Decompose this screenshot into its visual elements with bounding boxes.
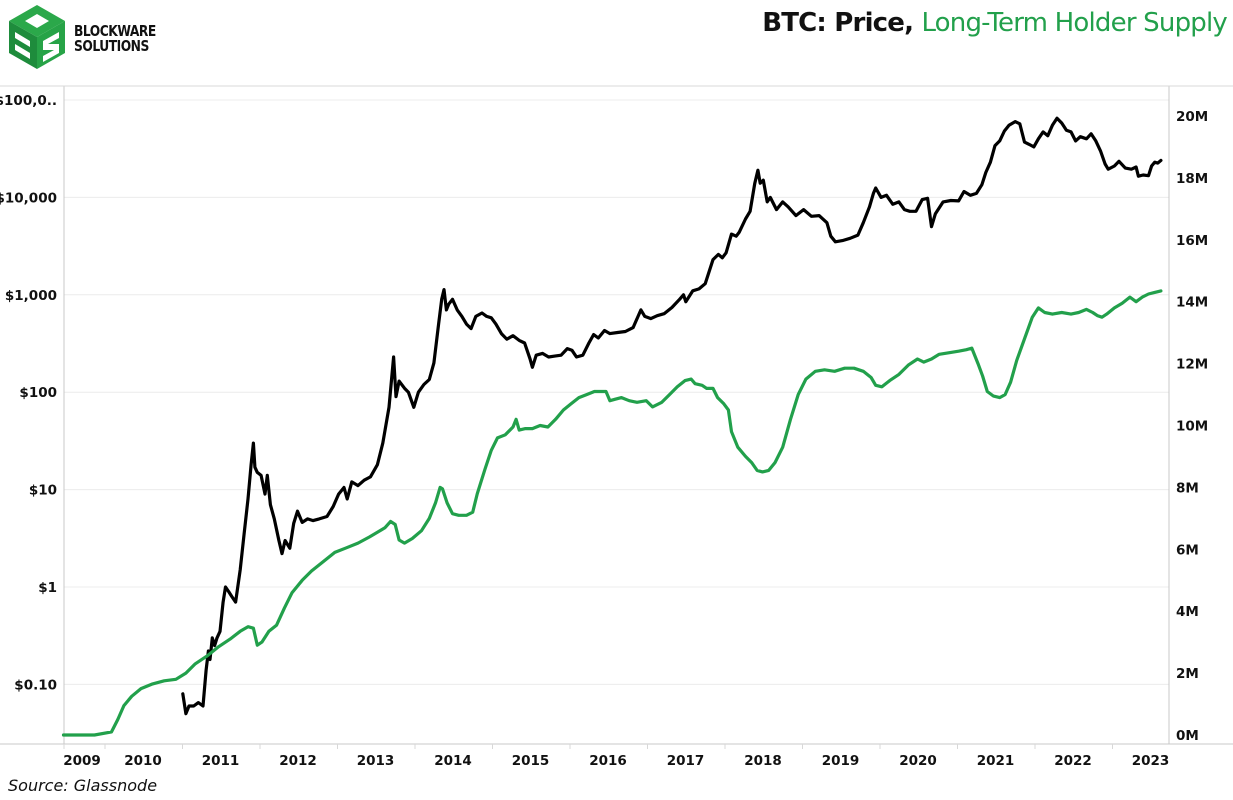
x-tick-label-2018: 2018 xyxy=(744,753,782,769)
x-axis-ticks: 2009 2010 2011 2012 2013 2014 2015 2016 2017 2018… xyxy=(63,744,1169,769)
y-left-tick-label-5: $10,000 xyxy=(0,190,57,206)
x-tick-label-2022: 2022 xyxy=(1054,753,1092,769)
lth-supply-line xyxy=(61,289,1163,737)
brand-line-1: BLOCKWARE xyxy=(74,22,156,40)
x-tick-label-2020: 2020 xyxy=(899,753,937,769)
y-right-tick-label-7: 14M xyxy=(1176,295,1208,311)
logo-s-mark xyxy=(43,32,59,62)
y-left-tick-label-0: $0.10 xyxy=(14,677,57,693)
blockware-cube-icon xyxy=(9,5,65,69)
y-right-tick-label-8: 16M xyxy=(1176,233,1208,249)
y-right-tick-label-1: 2M xyxy=(1176,666,1199,682)
brand-logo: BLOCKWARE SOLUTIONS xyxy=(6,4,166,70)
x-tick-label-2009: 2009 xyxy=(63,753,101,769)
x-tick-label-2013: 2013 xyxy=(357,753,395,769)
title-price-part: BTC: Price, xyxy=(762,8,922,38)
left-axis-ticks: $0.10 $1 $10 $100 $1,000 $10,000 $100,0.. xyxy=(0,93,57,693)
x-tick-label-2023: 2023 xyxy=(1132,753,1170,769)
y-right-tick-label-3: 6M xyxy=(1176,542,1199,558)
brand-name: BLOCKWARE SOLUTIONS xyxy=(74,24,156,54)
logo-cube-top-cut xyxy=(25,14,49,28)
y-right-tick-label-5: 10M xyxy=(1176,419,1208,435)
x-tick-label-2019: 2019 xyxy=(822,753,860,769)
y-right-tick-label-6: 12M xyxy=(1176,357,1208,373)
y-right-tick-label-0: 0M xyxy=(1176,728,1199,744)
y-left-tick-label-4: $1,000 xyxy=(5,288,57,304)
y-left-tick-label-6: $100,0.. xyxy=(0,93,57,109)
brand-line-2: SOLUTIONS xyxy=(74,37,149,55)
y-right-tick-label-9: 18M xyxy=(1176,171,1208,187)
title-lth-part: Long-Term Holder Supply xyxy=(921,8,1227,38)
x-tick-label-2010: 2010 xyxy=(124,753,162,769)
gridlines xyxy=(64,99,1169,685)
logo-b-mark xyxy=(15,32,30,59)
x-tick-label-2011: 2011 xyxy=(202,753,240,769)
y-left-tick-label-2: $10 xyxy=(29,483,57,499)
y-left-tick-label-1: $1 xyxy=(38,580,57,596)
x-tick-label-2021: 2021 xyxy=(977,753,1015,769)
series-layer xyxy=(61,116,1163,737)
x-tick-label-2016: 2016 xyxy=(589,753,627,769)
y-right-tick-label-10: 20M xyxy=(1176,109,1208,125)
y-left-tick-label-3: $100 xyxy=(19,385,57,401)
x-tick-label-2014: 2014 xyxy=(434,753,472,769)
x-tick-label-2017: 2017 xyxy=(667,753,705,769)
source-note: Source: Glassnode xyxy=(8,776,158,795)
y-right-tick-label-2: 4M xyxy=(1176,604,1199,620)
chart-title: BTC: Price, Long-Term Holder Supply xyxy=(762,8,1228,38)
x-tick-label-2015: 2015 xyxy=(512,753,550,769)
x-tick-label-2012: 2012 xyxy=(279,753,317,769)
y-right-tick-label-4: 8M xyxy=(1176,480,1199,496)
price-line xyxy=(181,116,1163,716)
right-axis-ticks: 0M 2M 4M 6M 8M 10M 12M 14M 16M 18M 20M xyxy=(1176,109,1208,744)
